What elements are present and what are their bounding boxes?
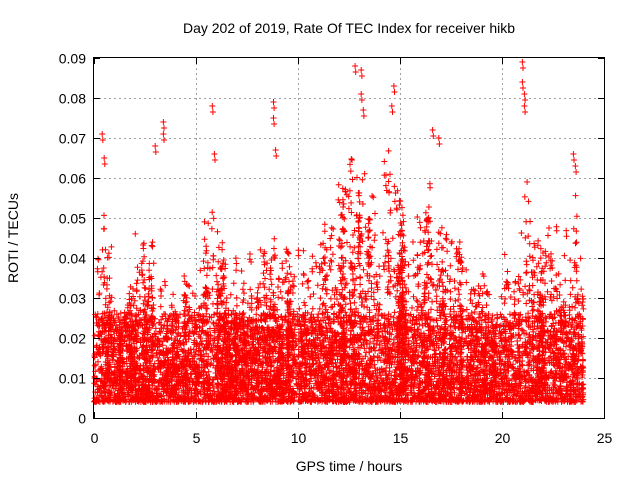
data-point (152, 325, 159, 332)
chart-title: Day 202 of 2019, Rate Of TEC Index for r… (183, 20, 515, 36)
data-points (91, 59, 587, 405)
data-point (159, 342, 166, 349)
data-point (91, 362, 98, 369)
data-point (316, 359, 323, 366)
data-point (488, 318, 495, 325)
data-point (315, 311, 322, 318)
data-point (512, 380, 519, 387)
data-point (489, 312, 496, 319)
data-point (507, 311, 513, 318)
